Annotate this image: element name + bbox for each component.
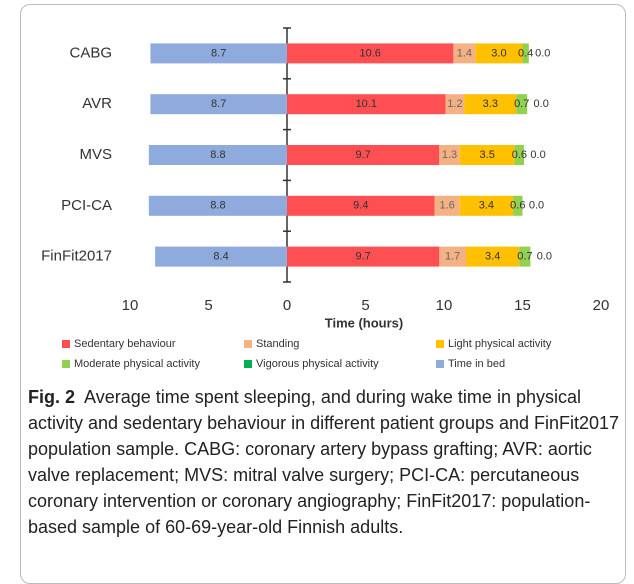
bar-segment — [453, 43, 476, 64]
bar-segment — [287, 246, 440, 267]
x-tick-label: 5 — [361, 297, 369, 314]
bar-segment — [459, 145, 515, 165]
y-tick-label: FinFit2017 — [41, 248, 112, 265]
caption-label: Fig. 2 — [28, 387, 76, 407]
bar-segment — [522, 43, 529, 64]
bar-segment — [287, 43, 454, 64]
legend-swatch — [436, 340, 444, 348]
legend-swatch — [62, 340, 70, 348]
bar-segment — [148, 145, 287, 165]
value-label: 0.0 — [535, 47, 550, 59]
bar-segment — [287, 195, 435, 216]
value-label: 3.0 — [491, 47, 506, 59]
caption: Fig. 2 Average time spent sleeping, and … — [28, 384, 624, 540]
bar-segment — [516, 94, 528, 115]
legend-swatch — [62, 360, 70, 368]
value-label: 9.7 — [355, 251, 370, 263]
bar-segment — [439, 145, 460, 165]
legend-label: Time in bed — [448, 358, 505, 370]
bar-segment — [439, 246, 466, 267]
bar-segment — [150, 43, 287, 64]
x-tick-label: 0 — [283, 297, 291, 314]
value-label: 0.7 — [517, 251, 532, 263]
value-label: 9.7 — [355, 149, 370, 161]
legend-label: Light physical activity — [448, 338, 552, 350]
value-label: 8.7 — [211, 98, 226, 110]
legend-label: Vigorous physical activity — [256, 358, 379, 370]
x-tick-label: 10 — [122, 297, 139, 314]
value-label: 1.2 — [447, 98, 462, 110]
value-label: 0.4 — [518, 47, 533, 59]
value-label: 1.6 — [439, 200, 454, 212]
value-label: 8.8 — [210, 200, 225, 212]
bar-segment — [513, 195, 523, 216]
value-label: 0.0 — [529, 200, 544, 212]
bar-segment — [434, 195, 460, 216]
value-label: 3.5 — [480, 149, 495, 161]
x-tick-label: 5 — [204, 297, 212, 314]
bar-segment — [464, 94, 517, 115]
bar-segment — [155, 246, 287, 267]
x-tick-label: 20 — [593, 297, 610, 314]
legend-swatch — [244, 360, 252, 368]
value-label: 8.7 — [211, 47, 226, 59]
bar-segment — [287, 145, 440, 165]
caption-text: Average time spent sleeping, and during … — [28, 387, 620, 537]
value-label: 3.4 — [479, 200, 494, 212]
value-label: 8.8 — [210, 149, 225, 161]
bar-segment — [475, 43, 523, 64]
y-tick-label: AVR — [82, 95, 112, 112]
legend-swatch — [436, 360, 444, 368]
bar-segment — [514, 145, 525, 165]
y-tick-label: CABG — [69, 44, 112, 61]
value-label: 10.1 — [356, 98, 377, 110]
legend-label: Standing — [256, 338, 299, 350]
value-label: 0.6 — [510, 200, 525, 212]
value-label: 0.6 — [512, 149, 527, 161]
x-axis-label: Time (hours) — [325, 315, 404, 330]
x-tick-label: 10 — [436, 297, 453, 314]
bar-segment — [287, 94, 446, 115]
chart: 10 5 0 5 10 15 20 Time (hours) CABG 10.6 1.4 3.0 0.4… — [41, 27, 610, 370]
legend-label: Sedentary behaviour — [74, 338, 176, 350]
value-label: 1.3 — [442, 149, 457, 161]
bar-segment — [459, 195, 514, 216]
value-label: 0.0 — [530, 149, 545, 161]
y-tick-label: PCI-CA — [61, 197, 112, 214]
value-label: 0.0 — [537, 251, 552, 263]
value-label: 3.4 — [485, 251, 500, 263]
value-label: 9.4 — [353, 200, 368, 212]
y-tick-label: MVS — [79, 146, 112, 163]
bar-segment — [150, 94, 287, 115]
legend-swatch — [244, 340, 252, 348]
bar-segment — [148, 195, 287, 216]
value-label: 8.4 — [213, 251, 228, 263]
bar-segment — [465, 246, 520, 267]
x-tick-label: 15 — [514, 297, 531, 314]
value-label: 1.7 — [445, 251, 460, 263]
value-label: 3.3 — [483, 98, 498, 110]
value-label: 0.0 — [534, 98, 549, 110]
bar-segment — [445, 94, 465, 115]
value-label: 10.6 — [359, 47, 380, 59]
legend-label: Moderate physical activity — [74, 358, 200, 370]
value-label: 1.4 — [457, 47, 472, 59]
value-label: 0.7 — [514, 98, 529, 110]
bar-segment — [519, 246, 531, 267]
